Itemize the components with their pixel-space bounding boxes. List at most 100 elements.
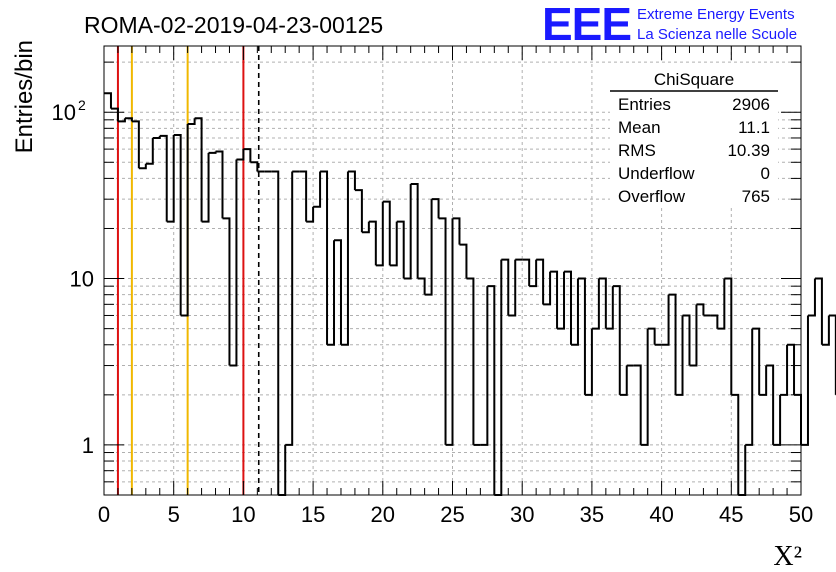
histogram-bin bbox=[710, 314, 719, 329]
histogram-bin bbox=[236, 149, 245, 161]
histogram-bin bbox=[306, 206, 315, 223]
histogram-bin bbox=[591, 278, 600, 330]
histogram-bin bbox=[424, 199, 433, 296]
y-tick-label: 10 bbox=[70, 267, 94, 292]
histogram bbox=[104, 92, 836, 496]
histogram-bin bbox=[543, 271, 552, 306]
stats-box-title: ChiSquare bbox=[654, 70, 734, 89]
histogram-bin bbox=[361, 221, 370, 234]
histogram-bin bbox=[668, 293, 677, 395]
histogram-bin bbox=[821, 315, 830, 346]
histogram-bin bbox=[696, 303, 705, 316]
x-axis-label: X² bbox=[773, 541, 802, 572]
histogram-bin bbox=[229, 159, 238, 367]
histogram-bin bbox=[313, 171, 322, 208]
histogram-bin bbox=[794, 393, 802, 445]
histogram-bin bbox=[529, 259, 538, 288]
histogram-bin bbox=[285, 171, 294, 446]
x-tick-label: 25 bbox=[440, 502, 464, 527]
x-tick-label: 10 bbox=[231, 502, 255, 527]
histogram-bin bbox=[522, 258, 531, 287]
x-tick-label: 45 bbox=[719, 502, 743, 527]
histogram-bin bbox=[194, 117, 203, 222]
histogram-bin bbox=[773, 394, 782, 446]
histogram-bin bbox=[396, 220, 405, 279]
histogram-bin bbox=[487, 285, 496, 495]
histogram-bin bbox=[166, 134, 175, 223]
y-tick-label: 1 bbox=[82, 433, 94, 458]
histogram-bin bbox=[110, 107, 119, 122]
histogram-bin bbox=[633, 364, 642, 445]
histogram-bin bbox=[759, 365, 768, 396]
histogram-bin bbox=[828, 314, 836, 395]
histogram-bin bbox=[347, 170, 356, 191]
histogram-bin bbox=[354, 189, 363, 233]
x-tick-label: 30 bbox=[510, 502, 534, 527]
histogram-bin bbox=[104, 92, 112, 109]
eee-logo: EEE Extreme Energy Events La Scienza nel… bbox=[542, 0, 797, 50]
histogram-bin bbox=[152, 135, 161, 139]
histogram-bin bbox=[403, 184, 412, 280]
y-tick-label: 10 bbox=[52, 100, 76, 125]
histogram-bin bbox=[124, 117, 133, 122]
histogram-bin bbox=[250, 161, 259, 172]
histogram-bin bbox=[417, 277, 426, 295]
stats-label: Mean bbox=[618, 118, 661, 137]
histogram-bin bbox=[787, 343, 796, 395]
histogram-bin bbox=[508, 259, 517, 317]
histogram-bin bbox=[745, 328, 754, 446]
histogram-bin bbox=[731, 393, 740, 495]
x-tick-label: 0 bbox=[98, 502, 110, 527]
histogram-bin bbox=[752, 327, 761, 395]
histogram-bin bbox=[550, 270, 559, 329]
histogram-bin bbox=[598, 277, 607, 329]
stats-rows: Entries 2906 Mean 11.1 RMS 10.39 Underflow 0 Ove… bbox=[618, 95, 770, 206]
histogram-bin bbox=[201, 152, 210, 223]
histogram-bin bbox=[780, 344, 789, 396]
histogram-bin bbox=[243, 148, 252, 163]
x-tick-label: 20 bbox=[371, 502, 395, 527]
axis-ticks bbox=[103, 46, 802, 495]
histogram-bin bbox=[431, 198, 440, 219]
stats-value: 0 bbox=[761, 164, 770, 183]
histogram-bin bbox=[557, 271, 566, 330]
x-tick-label: 5 bbox=[168, 502, 180, 527]
stats-label: Overflow bbox=[618, 187, 686, 206]
chart-title: ROMA-02-2019-04-23-00125 bbox=[84, 12, 383, 38]
stats-value: 2906 bbox=[732, 95, 770, 114]
histogram-bin bbox=[605, 286, 614, 330]
x-tick-label: 15 bbox=[301, 502, 325, 527]
histogram-bin bbox=[320, 170, 329, 345]
histogram-bin bbox=[452, 217, 461, 245]
histogram-bin bbox=[466, 277, 475, 445]
logo-line-2: La Scienza nelle Scuole bbox=[637, 26, 797, 43]
histogram-bin bbox=[564, 270, 572, 345]
stats-value: 765 bbox=[742, 187, 770, 206]
histogram-bin bbox=[682, 314, 691, 366]
histogram-bin bbox=[340, 171, 349, 346]
histogram-bin bbox=[717, 278, 726, 330]
histogram-bin bbox=[807, 278, 816, 317]
stats-value: 10.39 bbox=[727, 141, 770, 160]
histogram-bin bbox=[584, 328, 593, 396]
stats-label: RMS bbox=[618, 141, 656, 160]
logo-text: EEE bbox=[542, 0, 631, 50]
logo-line-1: Extreme Energy Events bbox=[637, 6, 795, 23]
histogram-bin bbox=[187, 118, 196, 125]
histogram-bin bbox=[640, 328, 649, 446]
histogram-bin bbox=[180, 123, 189, 317]
histogram-bin bbox=[138, 163, 147, 170]
histogram-bin bbox=[222, 217, 231, 366]
histogram-bin bbox=[480, 286, 489, 446]
histogram-bin bbox=[766, 364, 775, 445]
histogram-bin bbox=[459, 243, 468, 279]
histogram-bin bbox=[299, 170, 308, 222]
x-tick-label: 35 bbox=[580, 502, 604, 527]
histogram-bin bbox=[501, 258, 510, 316]
histogram-bin bbox=[647, 327, 656, 345]
histogram-bin bbox=[368, 220, 377, 266]
histogram-bin bbox=[438, 217, 447, 445]
stats-box-bg bbox=[610, 64, 778, 206]
